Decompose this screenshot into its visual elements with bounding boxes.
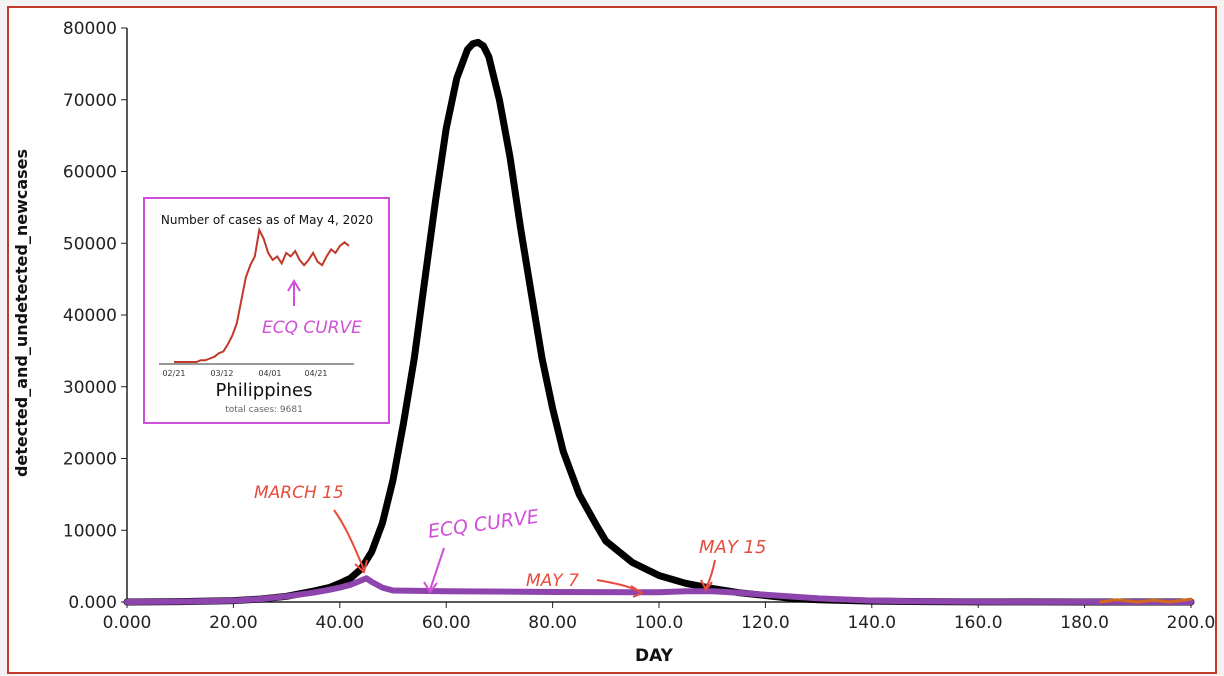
x-tick-label: 20.00 (209, 613, 258, 633)
annotation-may-7: MAY 7 (526, 571, 579, 591)
series-line-3 (1099, 597, 1193, 604)
annotations: MARCH 15 ECQ CURVE MAY 7 MAY 15 (254, 483, 766, 598)
inset-x-tick-label: 04/21 (304, 369, 327, 378)
inset-x-ticks: 02/21 03/12 04/01 04/21 (162, 369, 327, 378)
inset-x-tick-label: 04/01 (258, 369, 281, 378)
y-axis-label: detected_and_undetected_newcases (12, 149, 31, 477)
arrow-may-15 (705, 559, 716, 589)
x-tick-label: 0.000 (103, 613, 152, 633)
y-tick-label: 30000 (63, 378, 117, 398)
x-tick-label: 60.00 (422, 613, 471, 633)
y-tick-label: 0.000 (68, 593, 117, 613)
inset-border (143, 197, 390, 424)
x-tick-label: 120.0 (741, 613, 790, 633)
chart-frame: 0.000 20.00 40.00 60.00 80.00 100.0 120.0 140.0… (7, 6, 1217, 674)
x-tick-label: 140.0 (847, 613, 896, 633)
y-tick-label: 10000 (63, 521, 117, 541)
y-tick-label: 40000 (63, 306, 117, 326)
x-tick-label: 160.0 (954, 613, 1003, 633)
y-tick-label: 60000 (63, 163, 117, 183)
x-tick-label: 40.00 (315, 613, 364, 633)
y-tick-label: 50000 (63, 234, 117, 254)
x-tick-label: 200.0 (1167, 613, 1215, 633)
x-tick-label: 100.0 (635, 613, 684, 633)
inset-panel: Number of cases as of May 4, 2020 02/21 0… (143, 197, 390, 424)
arrow-ecq-curve (429, 547, 445, 591)
x-axis-label: DAY (635, 646, 674, 666)
inset-x-tick-label: 02/21 (162, 369, 185, 378)
y-tick-label: 80000 (63, 19, 117, 39)
inset-annotation: ECQ CURVE (262, 318, 362, 338)
y-tick-label: 70000 (63, 91, 117, 111)
annotation-march-15: MARCH 15 (254, 483, 344, 503)
inset-x-tick-label: 03/12 (210, 369, 233, 378)
annotation-ecq-curve: ECQ CURVE (427, 506, 541, 543)
x-tick-label: 80.00 (528, 613, 577, 633)
inset-title: Number of cases as of May 4, 2020 (161, 213, 373, 227)
arrow-march-15 (333, 509, 365, 571)
y-ticks: 0.000 10000 20000 30000 40000 50000 60000 70000… (63, 19, 127, 613)
inset-total: total cases: 9681 (225, 405, 303, 415)
inset-series-line (174, 226, 350, 363)
inset-country: Philippines (216, 380, 313, 401)
x-ticks: 0.000 20.00 40.00 60.00 80.00 100.0 120.0 140.0… (103, 602, 1215, 633)
annotation-may-15: MAY 15 (699, 537, 766, 558)
series-line-2 (124, 575, 1194, 605)
x-tick-label: 180.0 (1060, 613, 1109, 633)
y-tick-label: 20000 (63, 450, 117, 470)
series-layer (123, 38, 1195, 606)
line-chart: 0.000 20.00 40.00 60.00 80.00 100.0 120.0 140.0… (12, 19, 1215, 666)
